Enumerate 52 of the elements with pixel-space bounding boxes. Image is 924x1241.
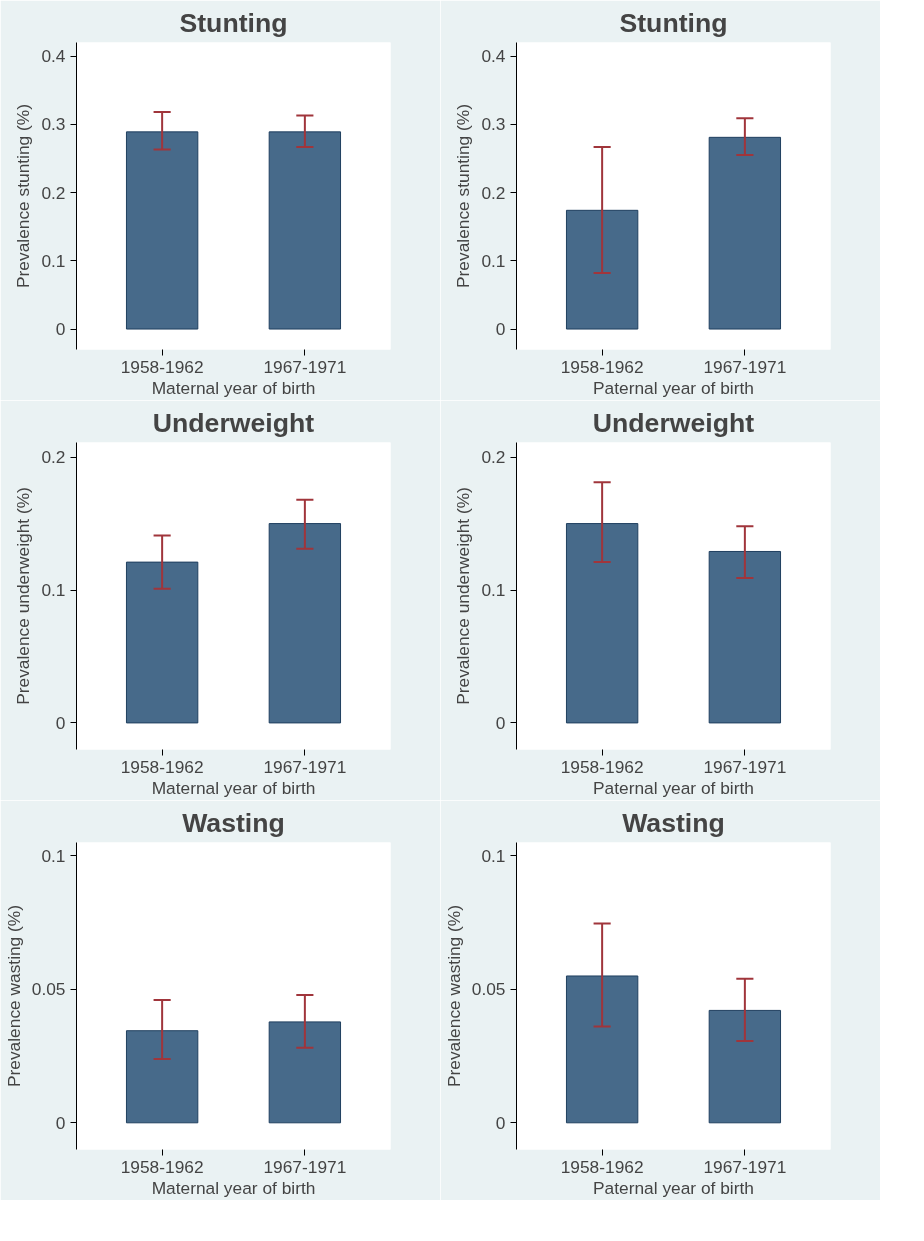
y-tick-label: 0.1 bbox=[481, 580, 506, 601]
x-tick-label: 1958-1962 bbox=[120, 756, 204, 777]
y-tick-label: 0 bbox=[55, 1112, 66, 1133]
x-tick-label: 1958-1962 bbox=[560, 356, 644, 377]
y-tick-label: 0 bbox=[55, 712, 66, 733]
x-tick-label: 1958-1962 bbox=[560, 756, 644, 777]
y-tick-label: 0 bbox=[55, 319, 66, 340]
x-axis-title: Paternal year of birth bbox=[593, 777, 754, 798]
x-axis-title: Paternal year of birth bbox=[593, 1177, 754, 1198]
x-tick-label: 1958-1962 bbox=[120, 1156, 204, 1177]
y-tick-label: 0.2 bbox=[481, 447, 506, 468]
x-tick-label: 1958-1962 bbox=[120, 356, 204, 377]
x-tick-label: 1967-1971 bbox=[703, 356, 787, 377]
y-tick-label: 0.4 bbox=[481, 46, 506, 67]
chart-title: Underweight bbox=[152, 407, 315, 438]
x-axis-title: Maternal year of birth bbox=[151, 377, 316, 398]
y-tick-label: 0.05 bbox=[31, 979, 66, 1000]
chart-title: Stunting bbox=[179, 7, 288, 38]
chart-title: Underweight bbox=[592, 407, 755, 438]
y-tick-label: 0 bbox=[495, 712, 506, 733]
y-axis-title: Prevalence wasting (%) bbox=[443, 904, 464, 1088]
x-axis-title: Maternal year of birth bbox=[151, 777, 316, 798]
y-tick-label: 0.4 bbox=[41, 46, 66, 67]
x-tick-label: 1967-1971 bbox=[703, 756, 787, 777]
x-tick-label: 1967-1971 bbox=[263, 1156, 347, 1177]
y-tick-label: 0.1 bbox=[481, 845, 506, 866]
y-axis-title: Prevalence stunting (%) bbox=[13, 104, 34, 288]
chart-title: Stunting bbox=[619, 7, 728, 38]
x-tick-label: 1967-1971 bbox=[263, 756, 347, 777]
x-axis-title: Paternal year of birth bbox=[593, 377, 754, 398]
y-tick-label: 0.1 bbox=[41, 250, 66, 271]
x-tick-label: 1967-1971 bbox=[703, 1156, 787, 1177]
y-axis-title: Prevalence underweight (%) bbox=[13, 487, 34, 705]
y-axis-title: Prevalence stunting (%) bbox=[453, 104, 474, 288]
y-tick-label: 0 bbox=[495, 1112, 506, 1133]
y-tick-label: 0.1 bbox=[41, 580, 66, 601]
y-tick-label: 0.1 bbox=[41, 845, 66, 866]
x-tick-label: 1958-1962 bbox=[560, 1156, 644, 1177]
y-tick-label: 0.3 bbox=[41, 114, 66, 135]
x-tick-label: 1967-1971 bbox=[263, 356, 347, 377]
chart-title: Wasting bbox=[182, 807, 285, 838]
y-axis-title: Prevalence underweight (%) bbox=[453, 487, 474, 705]
y-tick-label: 0.2 bbox=[41, 447, 66, 468]
y-tick-label: 0.2 bbox=[481, 182, 506, 203]
y-tick-label: 0.1 bbox=[481, 250, 506, 271]
chart-title: Wasting bbox=[622, 807, 725, 838]
y-tick-label: 0.3 bbox=[481, 114, 506, 135]
y-axis-title: Prevalence wasting (%) bbox=[3, 904, 24, 1088]
x-axis-title: Maternal year of birth bbox=[151, 1177, 316, 1198]
y-tick-label: 0 bbox=[495, 319, 506, 340]
y-tick-label: 0.05 bbox=[471, 979, 506, 1000]
y-tick-label: 0.2 bbox=[41, 182, 66, 203]
